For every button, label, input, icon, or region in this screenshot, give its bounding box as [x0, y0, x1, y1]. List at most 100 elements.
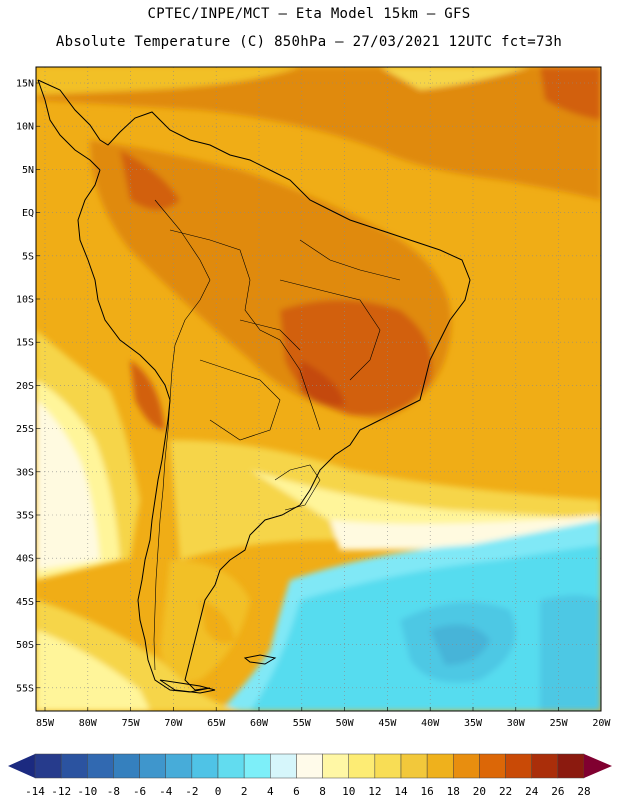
colorbar-box	[479, 753, 506, 779]
lat-label: 30S	[16, 467, 34, 478]
falkland-islands	[243, 654, 277, 665]
field-hot-northeast	[540, 67, 601, 120]
colorbar-label: 22	[499, 785, 512, 798]
colorbar-box	[531, 753, 559, 779]
colorbar-box	[348, 753, 376, 779]
lat-label: 15N	[16, 79, 34, 90]
colorbar-box	[87, 753, 114, 779]
colorbar-label: 12	[368, 785, 381, 798]
plot-frame	[35, 66, 602, 712]
colorbar-label: 16	[421, 785, 434, 798]
colorbar-box	[322, 753, 349, 779]
colorbar-box	[374, 753, 402, 779]
colorbar-over-arrow	[584, 754, 612, 778]
colorbar: -14 -12 -10 -8 -6 -4 -2 0 2 4 6 8 10 12 …	[8, 753, 612, 798]
lon-label: 45W	[378, 718, 397, 729]
south-america-outline	[37, 79, 471, 693]
lat-label: 55S	[16, 683, 34, 694]
lon-label: 70W	[164, 718, 183, 729]
colorbar-label: 0	[215, 785, 222, 798]
colorbar-label: -14	[25, 785, 45, 798]
colorbar-label: 10	[342, 785, 355, 798]
map-title-line2: Absolute Temperature (C) 850hPa – 27/03/…	[55, 34, 563, 50]
lat-label: 5S	[22, 251, 34, 262]
colorbar-boxes	[34, 753, 585, 779]
colorbar-box	[217, 753, 245, 779]
field-hottest	[300, 360, 345, 406]
colorbar-label: 18	[447, 785, 460, 798]
lat-label: 35S	[16, 511, 34, 522]
colorbar-label: -2	[185, 785, 198, 798]
colorbar-label: -4	[159, 785, 173, 798]
colorbar-label: 2	[241, 785, 248, 798]
colorbar-box	[34, 753, 62, 779]
temperature-field	[36, 67, 601, 711]
colorbar-box	[60, 753, 88, 779]
field-pacific-cream	[36, 400, 100, 570]
colorbar-label: 20	[473, 785, 486, 798]
field-patagonia-warm	[200, 600, 235, 644]
border-uruguay	[274, 464, 321, 511]
field-northwest-band	[36, 67, 300, 95]
lat-label: 20S	[16, 381, 34, 392]
colorbar-label: -12	[51, 785, 71, 798]
border-andes	[154, 199, 211, 401]
colorbar-box	[243, 753, 271, 779]
lat-label: 40S	[16, 554, 34, 565]
colorbar-label: -6	[133, 785, 146, 798]
coastlines	[37, 79, 471, 694]
colorbar-box	[296, 753, 323, 779]
field-north-band	[380, 67, 530, 90]
lat-label: 10S	[16, 295, 34, 306]
tierra-del-fuego	[159, 679, 216, 694]
country-borders	[153, 199, 401, 671]
lat-label: 5N	[22, 165, 34, 176]
colorbar-label: 26	[551, 785, 564, 798]
colorbar-labels: -14 -12 -10 -8 -6 -4 -2 0 2 4 6 8 10 12 …	[25, 785, 591, 798]
latitude-labels: 15N 10N 5N EQ 5S 10S 15S 20S 25S 30S 35S…	[16, 79, 34, 695]
field-warm-north	[36, 67, 601, 200]
lon-label: 50W	[336, 718, 355, 729]
lon-label: 30W	[507, 718, 526, 729]
colorbar-box	[139, 753, 166, 779]
colorbar-label: -10	[77, 785, 97, 798]
graticule	[36, 67, 601, 711]
colorbar-label: 6	[293, 785, 300, 798]
lat-label: 50S	[16, 640, 34, 651]
lat-label: 45S	[16, 597, 34, 608]
colorbar-box	[505, 753, 532, 779]
colorbar-label: 8	[319, 785, 326, 798]
field-southwest-light	[36, 630, 150, 711]
map-title-line1: CPTEC/INPE/MCT – Eta Model 15km – GFS	[147, 6, 471, 22]
field-hot-andes-north	[120, 150, 180, 210]
colorbar-label: 14	[394, 785, 408, 798]
border-paraguay	[199, 359, 281, 441]
colorbar-box	[453, 753, 480, 779]
lon-label: 75W	[122, 718, 141, 729]
colorbar-label: -8	[107, 785, 120, 798]
colorbar-box	[113, 753, 140, 779]
colorbar-label: 24	[525, 785, 539, 798]
border-brazil-west	[169, 229, 321, 431]
colorbar-box	[191, 753, 219, 779]
lon-label: 80W	[79, 718, 98, 729]
border-argentina-chile	[153, 399, 171, 671]
lon-label: 60W	[250, 718, 269, 729]
longitude-labels: 85W 80W 75W 70W 65W 60W 55W 50W 45W 40W …	[36, 718, 611, 729]
colorbar-box	[400, 753, 428, 779]
colorbar-box	[557, 753, 585, 779]
colorbar-label: 4	[267, 785, 274, 798]
lon-label: 25W	[550, 718, 569, 729]
lon-label: 55W	[293, 718, 312, 729]
colorbar-box	[165, 753, 193, 779]
lat-label: 15S	[16, 338, 34, 349]
caribbean-coast	[37, 79, 101, 171]
lat-label: EQ	[22, 208, 34, 219]
lon-label: 85W	[36, 718, 55, 729]
lat-label: 25S	[16, 424, 34, 435]
lon-label: 35W	[464, 718, 483, 729]
lon-label: 65W	[207, 718, 226, 729]
colorbar-box	[270, 753, 297, 779]
colorbar-box	[426, 753, 454, 779]
